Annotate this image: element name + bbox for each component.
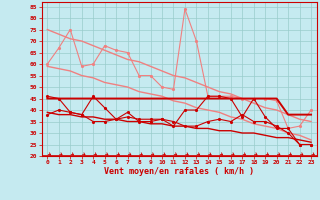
X-axis label: Vent moyen/en rafales ( km/h ): Vent moyen/en rafales ( km/h ): [104, 167, 254, 176]
